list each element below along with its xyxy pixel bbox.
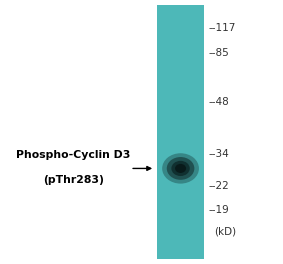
Text: (kD): (kD) — [214, 226, 236, 236]
Text: --19: --19 — [208, 205, 229, 215]
Text: --34: --34 — [208, 149, 229, 159]
Ellipse shape — [162, 153, 199, 184]
Ellipse shape — [175, 164, 186, 173]
Bar — [157, 5, 204, 259]
Text: (pThr283): (pThr283) — [43, 175, 104, 185]
Text: --22: --22 — [208, 181, 229, 191]
Text: --117: --117 — [208, 23, 235, 33]
Ellipse shape — [167, 157, 194, 180]
Ellipse shape — [171, 161, 190, 176]
Text: --48: --48 — [208, 97, 229, 107]
Text: Phospho-Cyclin D3: Phospho-Cyclin D3 — [16, 150, 131, 160]
Text: --85: --85 — [208, 48, 229, 58]
